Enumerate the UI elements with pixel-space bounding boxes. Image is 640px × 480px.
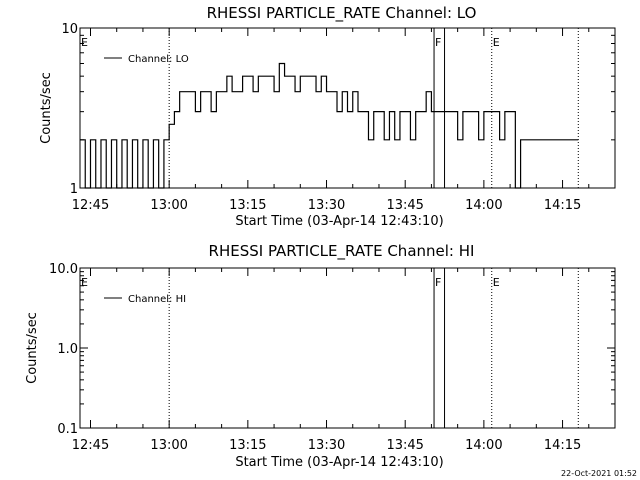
x-tick-label: 14:15 [544,438,581,453]
x-tick-label: 13:15 [229,438,266,453]
y-tick-label: 0.1 [57,422,78,437]
x-tick-label: 12:45 [72,198,109,213]
x-tick-label: 14:15 [544,198,581,213]
x-axis-label: Start Time (03-Apr-14 12:43:10) [235,214,443,229]
x-tick-label: 13:00 [150,438,187,453]
marker-label: E [493,276,500,289]
x-tick-label: 14:00 [465,438,502,453]
marker-label: E [81,36,88,49]
x-tick-label: 14:00 [465,198,502,213]
marker-label: E [81,276,88,289]
y-tick-label: 10.0 [49,262,78,277]
y-tick-label: 10 [61,22,78,37]
y-axis-label: Counts/sec [39,72,54,144]
y-tick-label: 1 [70,182,78,197]
x-tick-label: 13:45 [386,438,423,453]
x-tick-label: 13:30 [308,198,345,213]
chart-panel-lo: RHESSI PARTICLE_RATE Channel: LO 12:45 13:… [39,4,616,229]
footer-timestamp: 22-Oct-2021 01:52 [561,469,637,478]
data-series-line [80,62,579,189]
chart-title: RHESSI PARTICLE_RATE Channel: LO [207,4,477,23]
y-axis-label: Counts/sec [25,312,40,384]
chart-title: RHESSI PARTICLE_RATE Channel: HI [209,242,475,261]
x-tick-label: 13:15 [229,198,266,213]
plot-frame [79,27,616,189]
x-tick-label: 13:00 [150,198,187,213]
x-tick-label: 13:30 [308,438,345,453]
x-tick-label: 13:45 [386,198,423,213]
legend-entry: Channel: LO [128,54,189,65]
chart-panel-hi: RHESSI PARTICLE_RATE Channel: HI 12:45 13:… [25,242,616,470]
x-axis-label: Start Time (03-Apr-14 12:43:10) [235,455,443,470]
y-tick-label: 1.0 [57,342,78,357]
plot-frame [79,267,616,429]
marker-label: E [493,36,500,49]
x-tick-label: 12:45 [72,438,109,453]
marker-label: F [435,276,441,289]
marker-label: F [435,36,441,49]
legend-entry: Channel: HI [128,294,186,305]
